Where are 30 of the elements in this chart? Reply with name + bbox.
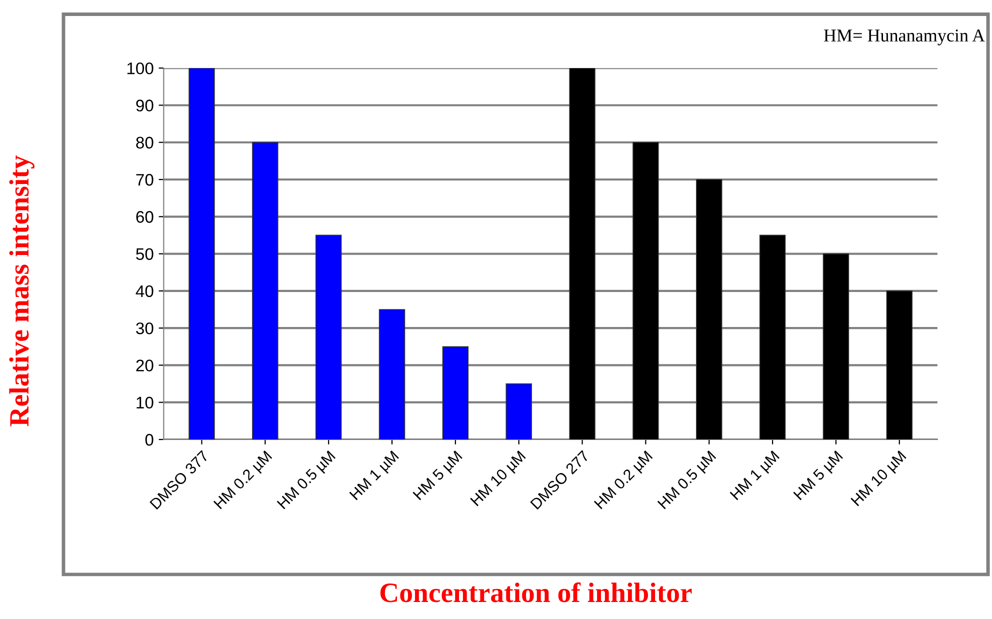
y-tick-label: 50 (136, 248, 154, 260)
y-tick-label: 10 (136, 396, 154, 409)
x-tick-label: HM 0.5 µM (276, 450, 338, 512)
bar (188, 68, 215, 440)
x-tick-label: HM 0.2 µM (213, 450, 274, 512)
bar (506, 383, 532, 440)
x-tick-label: HM 5 µM (793, 450, 846, 502)
bar (315, 234, 342, 440)
y-tick-label: 90 (136, 100, 154, 112)
text: HM= Hunanamycin A (824, 29, 985, 46)
y-axis-title: Relative mass intensity (9, 155, 34, 426)
x-tick-label: HM 10 µM (470, 450, 528, 508)
bar (252, 142, 278, 440)
y-tick-label: 80 (136, 136, 154, 149)
x-tick-label: HM 10 µM (850, 450, 909, 508)
y-tick-label: 100 (127, 62, 154, 74)
x-tick-label: HM 1 µM (349, 450, 402, 502)
x-tick-label: HM 1 µM (730, 450, 782, 502)
y-tick-label: 0 (145, 434, 154, 446)
x-axis-title: Concentration of inhibitor (380, 582, 692, 602)
y-tick-label: 40 (136, 285, 154, 298)
bar (378, 309, 406, 440)
x-tick-label: HM 0.2 µM (594, 450, 655, 512)
x-tick-label: HM 0.5 µM (657, 450, 718, 512)
y-tick-label: 20 (136, 360, 154, 372)
x-tick-label: HM 5 µM (412, 450, 465, 502)
y-tick-label: 70 (136, 174, 154, 186)
y-tick-label: 60 (136, 211, 154, 223)
bar (442, 346, 469, 440)
y-tick-label: 30 (136, 322, 154, 334)
